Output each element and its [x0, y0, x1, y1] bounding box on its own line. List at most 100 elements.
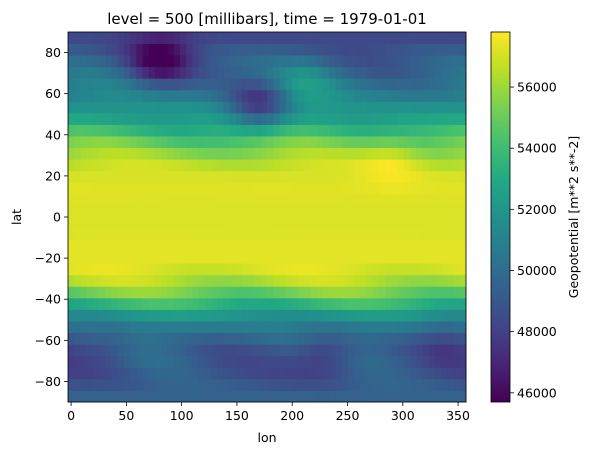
- heatmap-cell: [447, 378, 454, 391]
- heatmap-cell: [248, 367, 255, 380]
- heatmap-cell: [329, 78, 336, 91]
- heatmap-cell: [291, 297, 299, 310]
- heatmap-cell: [403, 332, 411, 345]
- heatmap-cell: [248, 344, 255, 357]
- heatmap-cell: [179, 78, 187, 91]
- heatmap-cell: [179, 170, 187, 183]
- heatmap-cell: [434, 274, 442, 287]
- heatmap-cell: [273, 286, 280, 299]
- heatmap-cell: [441, 228, 448, 241]
- heatmap-cell: [111, 159, 119, 172]
- heatmap-cell: [434, 390, 442, 403]
- heatmap-cell: [329, 297, 336, 310]
- heatmap-cell: [428, 297, 436, 310]
- heatmap-cell: [422, 263, 430, 276]
- heatmap-cell: [385, 159, 392, 172]
- heatmap-cell: [254, 124, 262, 137]
- heatmap-cell: [304, 43, 311, 56]
- heatmap-cell: [155, 332, 162, 345]
- heatmap-cell: [416, 193, 423, 206]
- heatmap-cell: [74, 78, 81, 91]
- heatmap-cell: [416, 321, 423, 334]
- heatmap-cell: [186, 193, 193, 206]
- heatmap-cell: [130, 332, 137, 345]
- heatmap-cell: [341, 101, 349, 114]
- heatmap-cell: [304, 367, 311, 380]
- heatmap-cell: [217, 193, 224, 206]
- heatmap-cell: [285, 112, 293, 125]
- heatmap-cell: [291, 159, 299, 172]
- heatmap-cell: [68, 55, 75, 68]
- heatmap-cell: [291, 332, 299, 345]
- heatmap-cell: [335, 66, 343, 79]
- heatmap-cell: [279, 367, 287, 380]
- heatmap-cell: [378, 147, 386, 160]
- heatmap-cell: [453, 159, 461, 172]
- heatmap-cell: [254, 89, 262, 102]
- heatmap-cell: [298, 274, 305, 287]
- heatmap-cell: [403, 193, 411, 206]
- heatmap-cell: [285, 136, 293, 149]
- heatmap-cell: [86, 147, 94, 160]
- heatmap-cell: [372, 367, 380, 380]
- heatmap-cell: [99, 378, 106, 391]
- heatmap-cell: [242, 390, 249, 403]
- heatmap-cell: [341, 147, 349, 160]
- heatmap-cell: [204, 147, 212, 160]
- heatmap-cell: [347, 55, 355, 68]
- heatmap-cell: [285, 193, 293, 206]
- heatmap-cell: [111, 332, 119, 345]
- heatmap-cell: [441, 147, 448, 160]
- heatmap-cell: [316, 297, 324, 310]
- heatmap-cell: [192, 228, 199, 241]
- heatmap-cell: [335, 101, 343, 114]
- heatmap-cell: [304, 136, 311, 149]
- heatmap-cell: [161, 159, 168, 172]
- heatmap-cell: [341, 297, 349, 310]
- heatmap-cell: [428, 205, 436, 218]
- heatmap-cell: [217, 101, 224, 114]
- heatmap-cell: [99, 355, 106, 368]
- heatmap-cell: [198, 263, 206, 276]
- heatmap-cell: [416, 124, 423, 137]
- heatmap-cell: [92, 124, 100, 137]
- y-axis-label: lat: [9, 209, 24, 225]
- heatmap-cell: [86, 378, 94, 391]
- heatmap-cell: [217, 217, 224, 229]
- heatmap-cell: [192, 332, 199, 345]
- heatmap-cell: [378, 217, 386, 229]
- heatmap-cell: [291, 274, 299, 287]
- heatmap-cell: [173, 66, 181, 79]
- heatmap-cell: [254, 286, 262, 299]
- heatmap-cell: [428, 89, 436, 102]
- heatmap-cell: [285, 297, 293, 310]
- heatmap-cell: [285, 286, 293, 299]
- heatmap-cell: [235, 332, 243, 345]
- heatmap-cell: [291, 217, 299, 229]
- heatmap-cell: [298, 217, 305, 229]
- heatmap-cell: [68, 286, 75, 299]
- heatmap-cell: [298, 89, 305, 102]
- heatmap-cell: [441, 378, 448, 391]
- heatmap-cell: [198, 159, 206, 172]
- heatmap-cell: [291, 321, 299, 334]
- heatmap-cell: [155, 101, 162, 114]
- heatmap-cell: [99, 297, 106, 310]
- y-tick-label: 80: [45, 45, 61, 60]
- heatmap-cell: [229, 159, 237, 172]
- x-tick-label: 50: [118, 408, 134, 423]
- heatmap-cell: [248, 170, 255, 183]
- heatmap-cell: [148, 66, 156, 79]
- heatmap-cell: [391, 159, 398, 172]
- heatmap-cell: [123, 309, 131, 322]
- heatmap-cell: [68, 182, 75, 195]
- heatmap-cell: [192, 217, 199, 229]
- heatmap-cell: [155, 228, 162, 241]
- heatmap-cell: [260, 309, 268, 322]
- heatmap-cell: [360, 297, 367, 310]
- heatmap-cell: [111, 355, 119, 368]
- heatmap-cell: [248, 78, 255, 91]
- heatmap-cell: [341, 136, 349, 149]
- heatmap-cell: [242, 297, 249, 310]
- heatmap-cell: [273, 251, 280, 264]
